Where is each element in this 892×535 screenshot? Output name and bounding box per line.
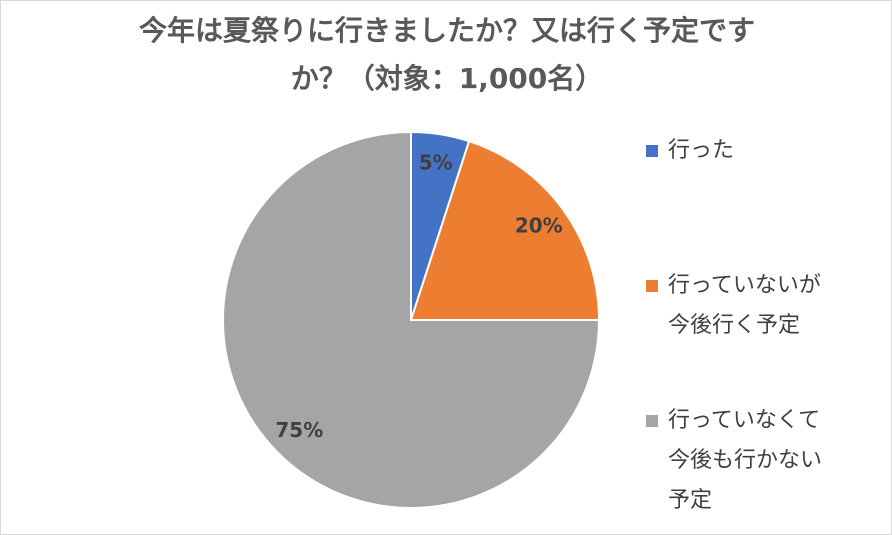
pie-slice [409, 139, 601, 321]
legend-label: 行っていないが今後行く予定 [668, 273, 821, 338]
data-label: 20% [515, 214, 563, 238]
legend-swatch [646, 145, 658, 157]
legend-item: 行っていなくて今後も行かない予定 [646, 401, 829, 521]
legend-label: 行った [668, 138, 735, 163]
legend-item: 行った [646, 131, 829, 171]
data-label: 75% [275, 418, 323, 442]
data-label: 5% [419, 151, 453, 175]
legend-swatch [646, 415, 658, 427]
legend-item: 行っていないが今後行く予定 [646, 266, 829, 346]
chart-title: 今年は夏祭りに行きましたか？又は行く予定ですか？（対象：1,000名） [138, 14, 755, 95]
legend-label: 行っていなくて今後も行かない予定 [668, 408, 823, 513]
legend-swatch [646, 280, 658, 292]
pie-slice [222, 130, 601, 509]
